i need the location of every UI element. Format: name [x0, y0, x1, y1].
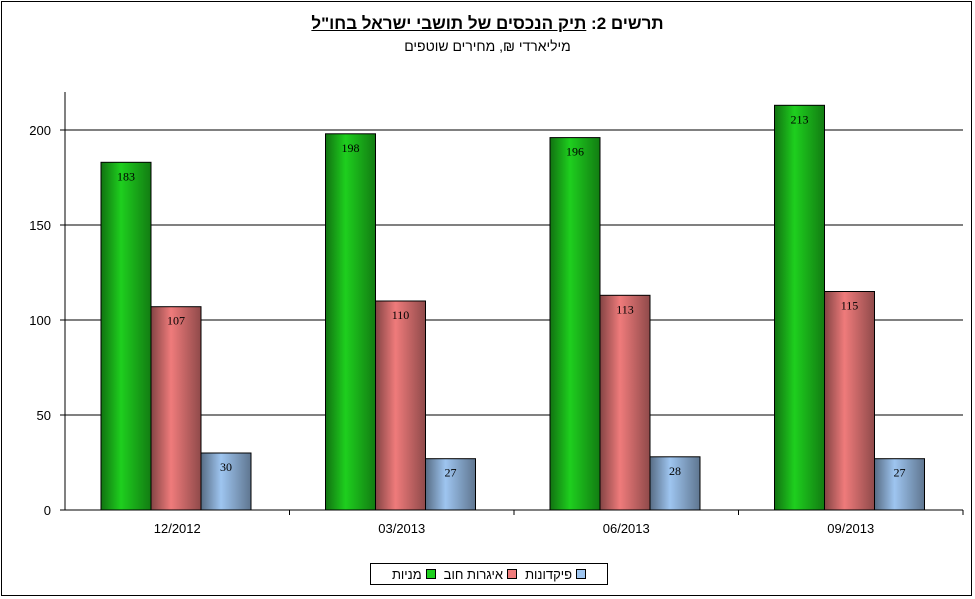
bar-chart: 0 50 100 150 200 12/2012 183 107 30 03/2013 198 110… — [29, 92, 964, 536]
data-label: 27 — [445, 466, 457, 480]
data-label: 196 — [566, 145, 584, 159]
chart-legend: מניות איגרות חוב פיקדונות — [370, 563, 608, 585]
chart-subtitle: מיליארדי ₪, מחירים שוטפים — [404, 38, 571, 54]
bar-0-2 — [549, 137, 601, 511]
data-label: 27 — [894, 466, 906, 480]
legend-label: איגרות חוב — [443, 566, 504, 582]
bar-1-3 — [824, 291, 875, 511]
x-tick-label: 12/2012 — [154, 521, 201, 536]
y-tick-label: 0 — [44, 503, 51, 518]
data-label: 28 — [669, 464, 681, 478]
data-label: 107 — [167, 314, 185, 328]
x-tick-label: 03/2013 — [378, 521, 425, 536]
legend-label: מניות — [391, 566, 422, 582]
bar-2-1 — [425, 458, 476, 511]
legend-item: פיקדונות — [525, 566, 587, 582]
x-tick-label: 09/2013 — [827, 521, 874, 536]
legend-swatch — [425, 569, 436, 579]
y-tick-label: 100 — [29, 313, 51, 328]
legend-swatch — [507, 569, 518, 579]
bar-1-0 — [150, 306, 202, 511]
legend-item: מניות — [392, 567, 436, 582]
bar-1-2 — [599, 294, 651, 511]
legend-swatch — [576, 569, 587, 579]
bar-0-3 — [774, 104, 825, 511]
bar-2-2 — [649, 456, 701, 511]
bar-2-3 — [874, 458, 925, 511]
bar-2-0 — [200, 452, 252, 511]
y-tick-label: 50 — [37, 408, 51, 423]
chart-title-prefix: תרשים 2: — [591, 14, 664, 33]
bar-1-1 — [375, 300, 426, 511]
data-label: 30 — [220, 460, 232, 474]
x-tick-label: 06/2013 — [603, 521, 650, 536]
chart-title-main: תיק הנכסים של תושבי ישראל בחו"ל — [311, 14, 587, 33]
y-tick-label: 200 — [29, 123, 51, 138]
data-label: 183 — [117, 169, 135, 183]
data-label: 110 — [392, 308, 410, 322]
legend-item: איגרות חוב — [443, 566, 518, 582]
bar-0-0 — [100, 161, 152, 511]
data-label: 213 — [791, 112, 809, 126]
y-tick-label: 150 — [29, 218, 51, 233]
chart-title: תרשים 2: תיק הנכסים של תושבי ישראל בחו"ל — [0, 14, 975, 34]
bar-0-1 — [325, 133, 376, 511]
legend-label: פיקדונות — [525, 566, 573, 582]
data-label: 115 — [841, 299, 859, 313]
data-label: 113 — [616, 302, 634, 316]
data-label: 198 — [342, 141, 360, 155]
